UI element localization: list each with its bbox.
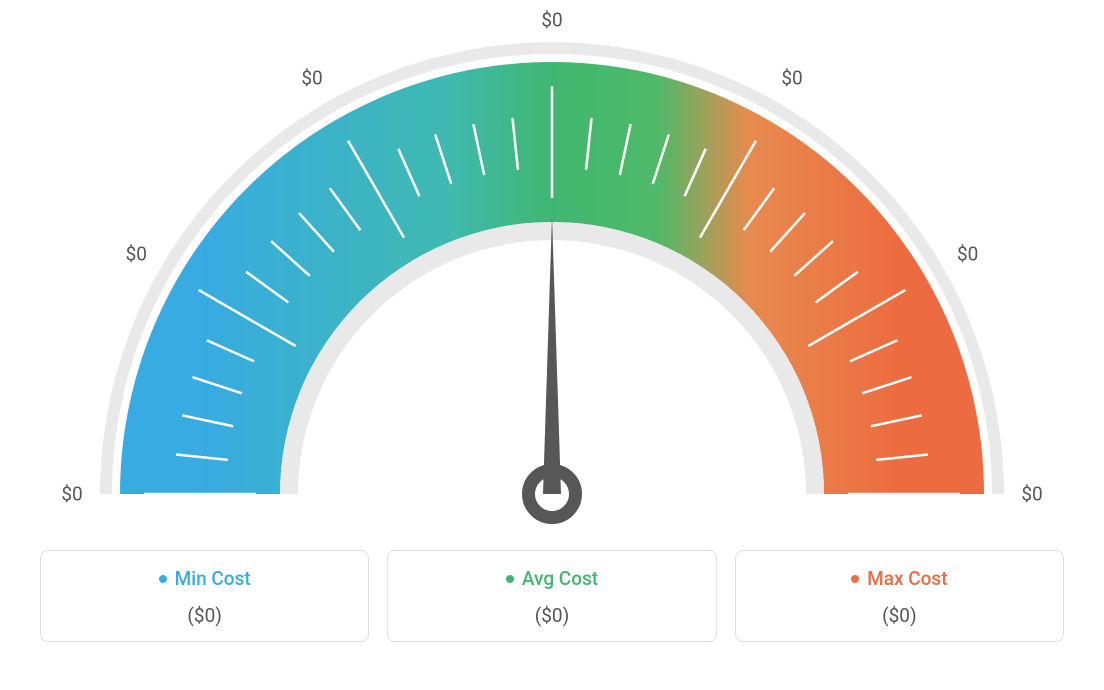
legend-card: Max Cost ($0)	[735, 550, 1064, 642]
legend-card-title: Min Cost	[159, 567, 251, 590]
legend-dot-icon	[159, 575, 167, 583]
legend-card-value: ($0)	[51, 604, 358, 627]
legend-row: Min Cost ($0) Avg Cost ($0) Max Cost ($0)	[0, 550, 1104, 642]
legend-card-label: Avg Cost	[522, 567, 598, 590]
legend-card-title: Max Cost	[851, 567, 947, 590]
legend-card-label: Max Cost	[867, 567, 947, 590]
gauge-chart: $0 $0 $0 $0 $0 $0 $0	[0, 0, 1104, 540]
gauge-svg	[0, 0, 1104, 540]
gauge-tick-label: $0	[781, 67, 802, 90]
legend-card-label: Min Cost	[175, 567, 251, 590]
gauge-tick-label: $0	[301, 67, 322, 90]
legend-dot-icon	[506, 575, 514, 583]
gauge-tick-label: $0	[126, 243, 147, 266]
gauge-tick-label: $0	[61, 483, 82, 506]
legend-card-value: ($0)	[398, 604, 705, 627]
gauge-needle	[543, 216, 561, 494]
legend-card-title: Avg Cost	[506, 567, 598, 590]
gauge-tick-label: $0	[957, 243, 978, 266]
legend-card-value: ($0)	[746, 604, 1053, 627]
legend-card: Avg Cost ($0)	[387, 550, 716, 642]
gauge-tick-label: $0	[541, 9, 562, 32]
gauge-tick-label: $0	[1021, 483, 1042, 506]
legend-dot-icon	[851, 575, 859, 583]
legend-card: Min Cost ($0)	[40, 550, 369, 642]
